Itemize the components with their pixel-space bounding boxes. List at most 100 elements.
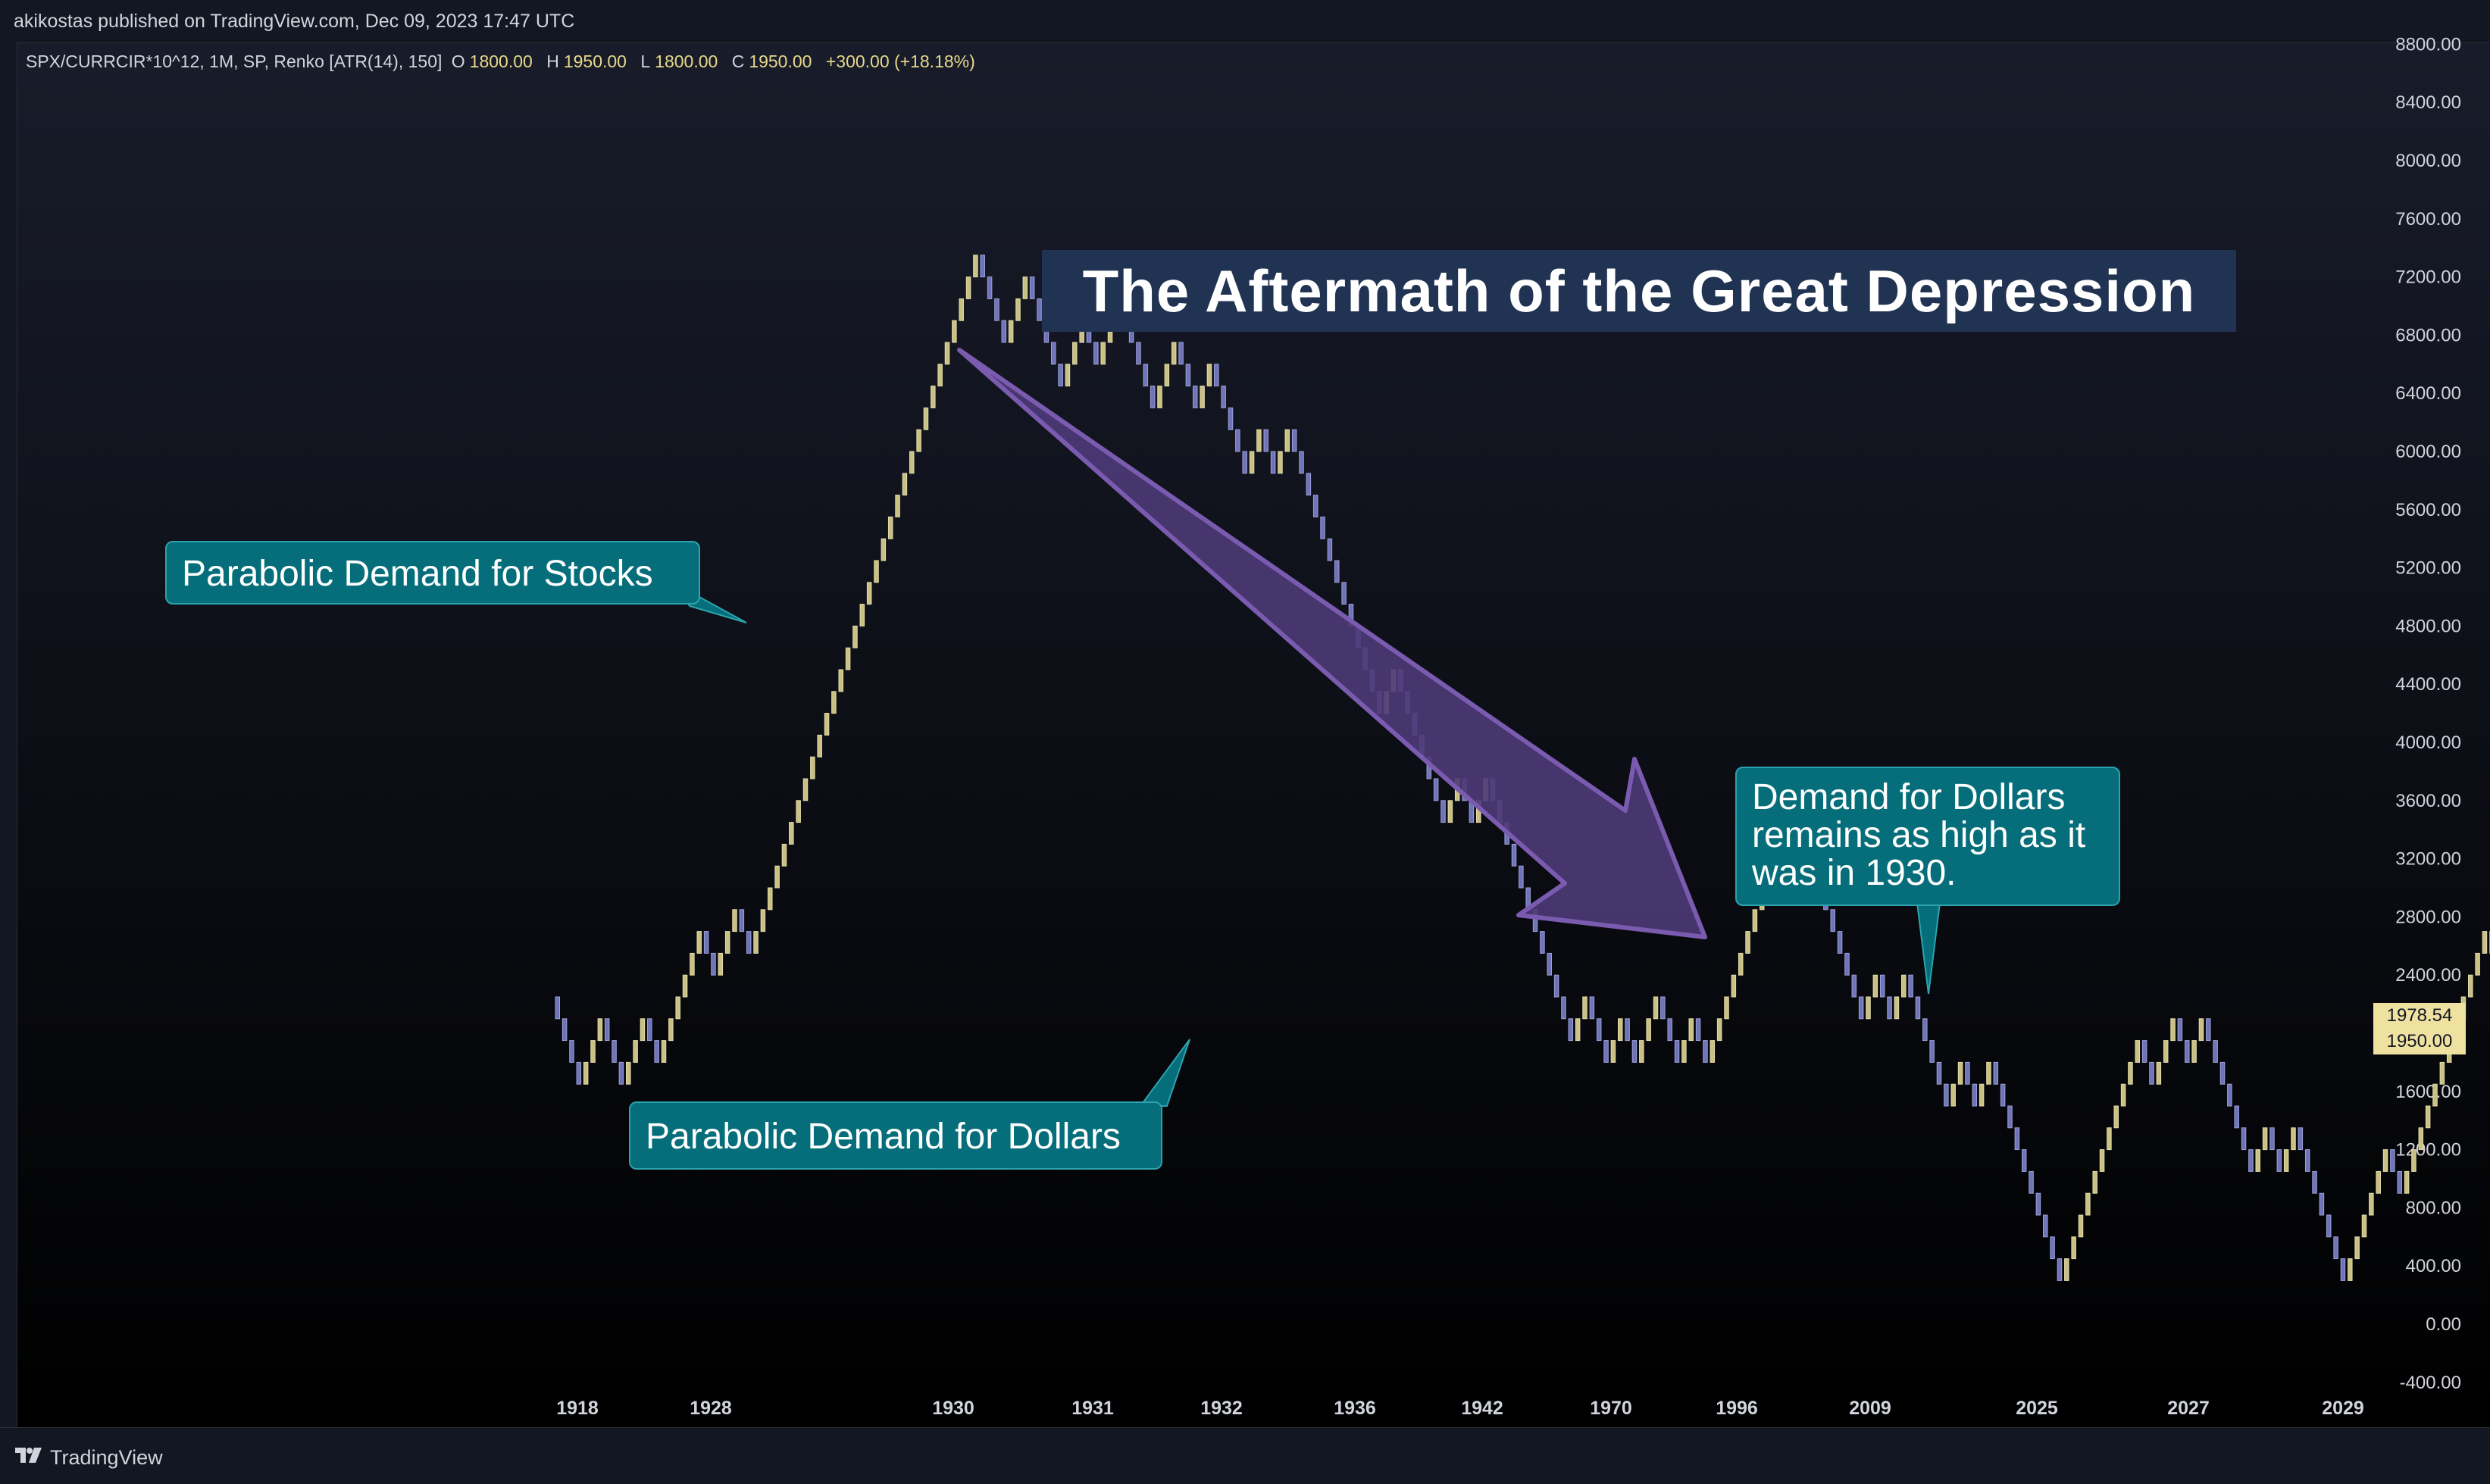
renko-brick-down	[1143, 364, 1148, 386]
renko-brick-up	[790, 823, 794, 845]
renko-brick-up	[945, 342, 949, 364]
renko-brick-up	[2412, 1150, 2416, 1172]
renko-brick-down	[987, 277, 992, 299]
renko-brick-down	[1994, 1062, 1998, 1084]
renko-brick-down	[1519, 866, 1524, 888]
renko-brick-up	[2383, 1150, 2388, 1172]
renko-brick-down	[1675, 1041, 1679, 1063]
renko-brick-up	[1619, 1019, 1623, 1041]
x-tick-label: 2029	[2322, 1398, 2364, 1419]
renko-brick-up	[1873, 975, 1878, 997]
renko-brick-down	[1137, 342, 1141, 364]
renko-brick-down	[1604, 1041, 1609, 1063]
renko-brick-up	[839, 670, 843, 692]
y-tick-label: 7200.00	[2395, 267, 2461, 288]
renko-brick-up	[2107, 1128, 2112, 1150]
footer-bar: TradingView	[0, 1427, 2490, 1484]
low-value: 1800.00	[655, 52, 718, 71]
renko-brick-down	[2305, 1150, 2310, 1172]
renko-brick-up	[2163, 1041, 2168, 1063]
renko-brick-up	[690, 953, 695, 975]
renko-brick-up	[1016, 298, 1021, 320]
renko-brick-down	[2220, 1062, 2225, 1084]
renko-brick-down	[746, 932, 751, 954]
renko-brick-up	[803, 779, 808, 801]
renko-brick-up	[2440, 1062, 2445, 1084]
renko-brick-down	[1236, 430, 1240, 451]
renko-brick-down	[1292, 430, 1297, 451]
renko-brick-down	[1547, 953, 1552, 975]
renko-brick-down	[1150, 386, 1155, 408]
renko-brick-up	[867, 583, 871, 605]
renko-brick-down	[655, 1041, 659, 1063]
renko-brick-down	[2228, 1084, 2232, 1106]
callout-dollars[interactable]: Parabolic Demand for Dollars	[629, 1101, 1162, 1170]
symbol-name[interactable]: SPX/CURRCIR*10^12, 1M, SP, Renko [ATR(14…	[26, 52, 442, 71]
x-tick-label: 1931	[1071, 1398, 1114, 1419]
renko-brick-down	[2008, 1106, 2013, 1128]
renko-brick-up	[1200, 386, 1205, 408]
high-value: 1950.00	[564, 52, 627, 71]
renko-brick-up	[2086, 1193, 2091, 1215]
renko-brick-down	[2398, 1171, 2402, 1193]
renko-brick-down	[1030, 277, 1034, 299]
renko-brick-up	[2072, 1237, 2076, 1259]
renko-brick-up	[917, 430, 921, 451]
renko-brick-up	[2433, 1084, 2438, 1106]
y-tick-label: 2800.00	[2395, 907, 2461, 927]
x-tick-label: 2027	[2167, 1398, 2210, 1419]
renko-brick-up	[669, 1019, 674, 1041]
renko-brick-down	[1441, 801, 1446, 823]
renko-brick-up	[896, 495, 900, 517]
renko-brick-down	[1923, 1019, 1928, 1041]
open-value: 1800.00	[470, 52, 533, 71]
renko-brick-down	[1186, 364, 1190, 386]
renko-brick-up	[1611, 1041, 1616, 1063]
renko-brick-up	[2157, 1062, 2161, 1084]
renko-brick-down	[1002, 320, 1006, 342]
open-label: O	[452, 52, 465, 71]
renko-brick-up	[2426, 1106, 2430, 1128]
renko-brick-up	[953, 320, 957, 342]
renko-brick-down	[1966, 1062, 1970, 1084]
renko-brick-up	[2284, 1150, 2288, 1172]
y-tick-label: 6000.00	[2395, 442, 2461, 462]
tradingview-logo-icon[interactable]	[14, 1445, 44, 1471]
renko-brick-down	[1909, 975, 1913, 997]
symbol-legend: SPX/CURRCIR*10^12, 1M, SP, Renko [ATR(14…	[26, 52, 980, 72]
renko-chart[interactable]: 8800.008400.008000.007600.007200.006800.…	[0, 0, 2490, 1427]
renko-brick-up	[924, 408, 928, 430]
renko-brick-down	[1059, 364, 1063, 386]
y-tick-label: 3600.00	[2395, 791, 2461, 811]
renko-brick-down	[2178, 1019, 2182, 1041]
renko-brick-down	[1852, 975, 1857, 997]
y-tick-label: 8400.00	[2395, 92, 2461, 113]
renko-brick-down	[1859, 997, 1863, 1019]
renko-brick-up	[633, 1041, 638, 1063]
callout-stocks[interactable]: Parabolic Demand for Stocks	[165, 541, 700, 605]
renko-brick-down	[2320, 1193, 2324, 1215]
footer-brand[interactable]: TradingView	[50, 1446, 163, 1470]
renko-brick-up	[1583, 997, 1588, 1019]
renko-brick-up	[2476, 953, 2480, 975]
x-tick-label: 1970	[1590, 1398, 1632, 1419]
y-tick-label: 3200.00	[2395, 849, 2461, 870]
renko-brick-down	[740, 910, 744, 932]
high-label: H	[546, 52, 559, 71]
renko-brick-up	[811, 757, 815, 779]
renko-brick-up	[1207, 364, 1212, 386]
renko-brick-down	[1222, 386, 1226, 408]
renko-brick-up	[1023, 277, 1028, 299]
renko-brick-up	[1257, 430, 1262, 451]
renko-brick-up	[1710, 1041, 1715, 1063]
renko-brick-up	[697, 932, 702, 954]
callout-dollars-high[interactable]: Demand for Dollars remains as high as it…	[1735, 767, 2120, 906]
renko-brick-up	[824, 714, 829, 736]
chart-title[interactable]: The Aftermath of the Great Depression	[1042, 250, 2236, 332]
x-tick-label: 1936	[1334, 1398, 1376, 1419]
y-tick-label: 6800.00	[2395, 325, 2461, 345]
renko-brick-down	[1569, 1019, 1573, 1041]
renko-brick-up	[931, 386, 936, 408]
renko-brick-down	[577, 1062, 581, 1084]
renko-brick-up	[640, 1019, 645, 1041]
